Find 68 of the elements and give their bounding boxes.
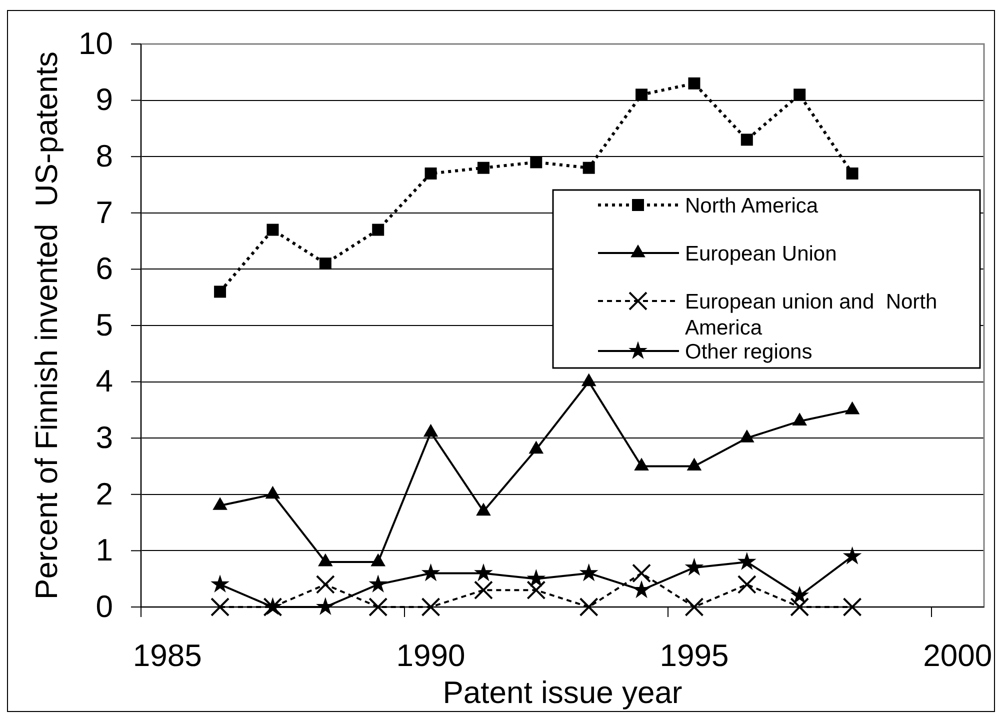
- point: [737, 552, 756, 570]
- y-tick-label: 7: [96, 194, 113, 230]
- point: [210, 598, 230, 616]
- y-tick-label: 9: [96, 82, 113, 118]
- point: [214, 286, 226, 298]
- point: [582, 162, 595, 174]
- point: [636, 88, 648, 101]
- y-tick-label: 6: [96, 251, 113, 286]
- point: [265, 486, 280, 499]
- point: [266, 224, 279, 236]
- y-tick-label: 3: [96, 420, 113, 456]
- point: [740, 134, 753, 146]
- point: [526, 580, 546, 600]
- point: [686, 458, 702, 471]
- x-tick-label: 2000: [923, 638, 992, 674]
- x-tick-label: 1985: [132, 638, 202, 674]
- point: [632, 564, 652, 583]
- point: [794, 88, 806, 101]
- point: [372, 224, 384, 236]
- point: [370, 553, 386, 566]
- y-tick-label: 8: [96, 138, 113, 174]
- x-tick-label: 1990: [396, 638, 466, 674]
- point: [740, 430, 754, 442]
- y-tick-label: 4: [96, 364, 113, 399]
- y-tick-label: 10: [78, 26, 113, 61]
- point: [632, 580, 651, 598]
- point: [790, 586, 810, 604]
- point: [368, 598, 388, 616]
- point: [316, 597, 335, 616]
- x-axis-title: Patent issue year: [442, 675, 682, 710]
- point: [421, 598, 440, 616]
- point: [318, 553, 333, 566]
- y-tick-label: 0: [96, 588, 113, 624]
- point: [737, 574, 756, 594]
- legend-label: Other regions: [685, 340, 812, 364]
- point: [319, 258, 332, 270]
- point: [688, 77, 700, 90]
- point: [212, 497, 228, 510]
- y-axis-title: Percent of Finnish invented US-patents: [29, 52, 64, 600]
- point: [579, 598, 598, 616]
- x-tick-label: 1995: [660, 638, 729, 674]
- point: [477, 162, 490, 174]
- point: [842, 546, 862, 564]
- point: [528, 440, 544, 454]
- point: [684, 558, 704, 576]
- point: [474, 580, 493, 600]
- point: [210, 574, 230, 592]
- point: [424, 167, 437, 180]
- point: [842, 598, 862, 616]
- point: [476, 502, 491, 516]
- point: [474, 563, 493, 582]
- point: [368, 574, 388, 592]
- point: [526, 568, 546, 587]
- point: [421, 563, 440, 582]
- point: [846, 167, 858, 180]
- y-tick-label: 2: [96, 476, 113, 512]
- legend-label: European Union: [685, 242, 837, 266]
- point: [581, 373, 596, 386]
- legend-label: North America: [685, 194, 818, 218]
- point: [316, 574, 335, 594]
- point: [579, 563, 598, 582]
- point: [790, 598, 810, 616]
- point: [684, 598, 704, 616]
- point: [634, 458, 649, 471]
- y-tick-label: 1: [96, 532, 113, 568]
- y-tick-label: 5: [96, 307, 113, 342]
- legend-label: European union and North America: [685, 290, 938, 340]
- point: [530, 156, 542, 168]
